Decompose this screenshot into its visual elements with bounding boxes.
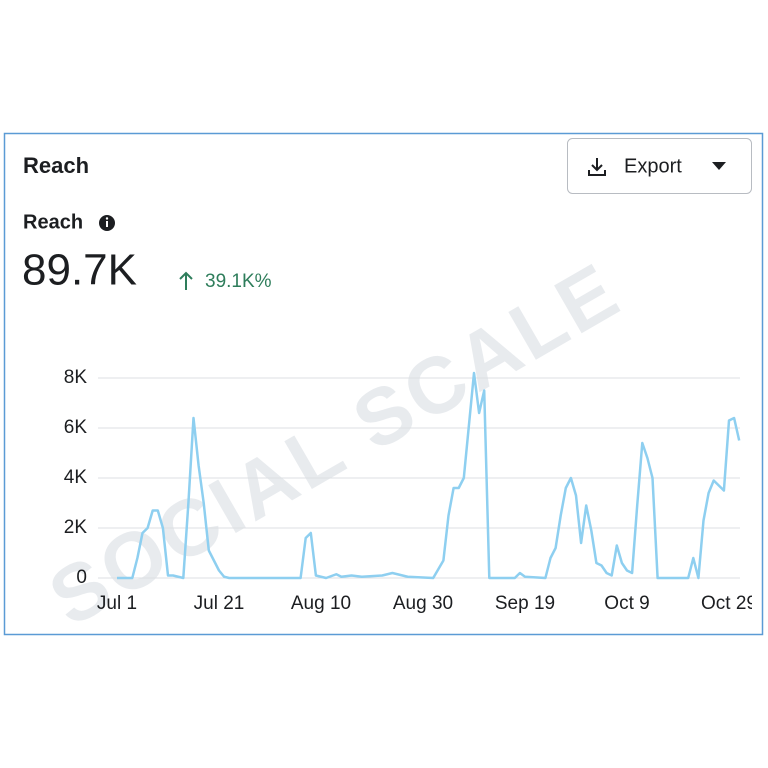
chart: 0 2K 4K 6K 8K Jul 1 Jul 21 Aug 10 Aug 30 Sep 19 Oc… — [64, 367, 757, 614]
info-icon — [99, 215, 115, 231]
download-icon — [588, 158, 606, 176]
card — [3, 132, 764, 636]
line — [117, 371, 741, 580]
y-tick-label: 8K — [64, 367, 88, 388]
x-tick-label: Aug 10 — [291, 593, 351, 614]
y-tick-label: 4K — [64, 467, 88, 488]
metric-label: Reach — [23, 211, 83, 233]
metric-value: 89.7K — [22, 246, 137, 295]
export-button[interactable] — [567, 138, 752, 194]
y-tick-label: 0 — [76, 567, 87, 588]
export-label[interactable]: Export — [624, 155, 682, 177]
x-tick-label: Jul 21 — [194, 593, 245, 614]
metric-change: 39.1K% — [205, 271, 272, 292]
x-tick-label: Oct 9 — [604, 593, 649, 614]
x-tick-label: Jul 1 — [97, 593, 137, 614]
x-tick-label: Oct 29 — [701, 593, 757, 614]
y-tick-label: 2K — [64, 517, 88, 538]
x-tick-label: Sep 19 — [495, 593, 555, 614]
y-tick-label: 6K — [64, 417, 88, 438]
up-arrow — [179, 271, 193, 290]
x-tick-label: Aug 30 — [393, 593, 453, 614]
card-title: Reach — [23, 153, 89, 178]
dropdown-caret — [712, 162, 726, 170]
